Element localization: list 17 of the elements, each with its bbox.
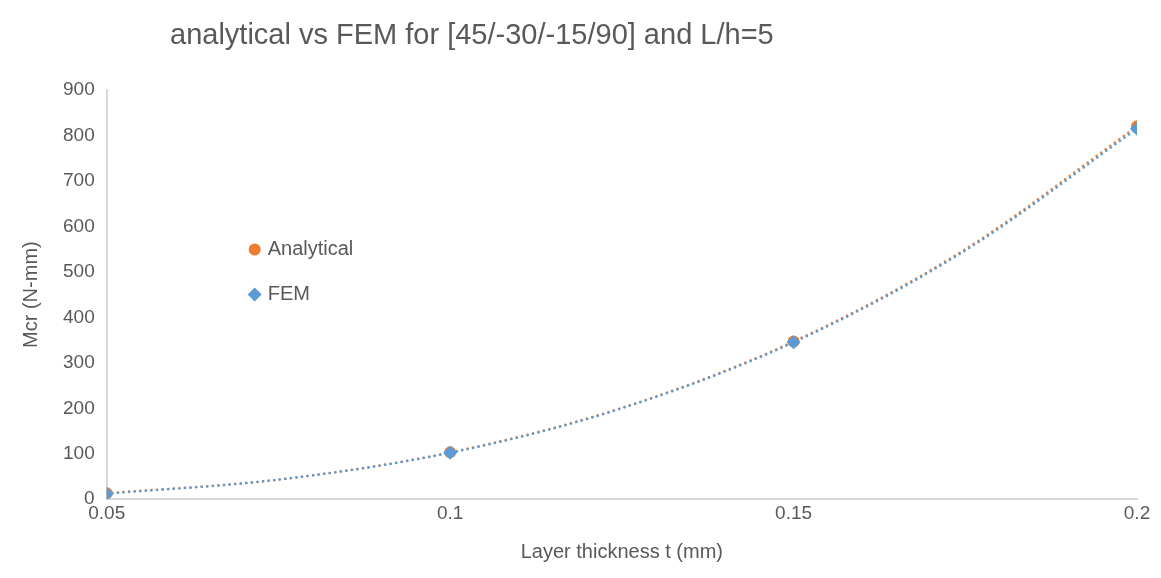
x-tick-label: 0.2 — [1123, 501, 1151, 523]
y-tick-label: 500 — [63, 260, 95, 282]
x-tick-label: 0.15 — [775, 501, 813, 523]
chart-title: analytical vs FEM for [45/-30/-15/90] and L/h=5 — [170, 18, 774, 51]
y-tick-label: 100 — [63, 441, 95, 463]
y-tick-label: 800 — [63, 123, 95, 145]
x-tick-label: 0.1 — [436, 501, 464, 523]
x-axis-title: Layer thickness t (mm) — [520, 539, 723, 562]
legend-label: Analytical — [267, 237, 354, 260]
y-tick-label: 300 — [63, 351, 95, 373]
y-tick-label: 200 — [63, 396, 95, 418]
legend-label: FEM — [267, 282, 310, 305]
y-axis-title: Mcr (N-mm) — [18, 241, 41, 348]
y-tick-label: 700 — [63, 169, 95, 191]
y-tick-label: 600 — [63, 214, 95, 236]
y-tick-label: 400 — [63, 305, 95, 327]
y-tick-label: 900 — [63, 78, 95, 100]
